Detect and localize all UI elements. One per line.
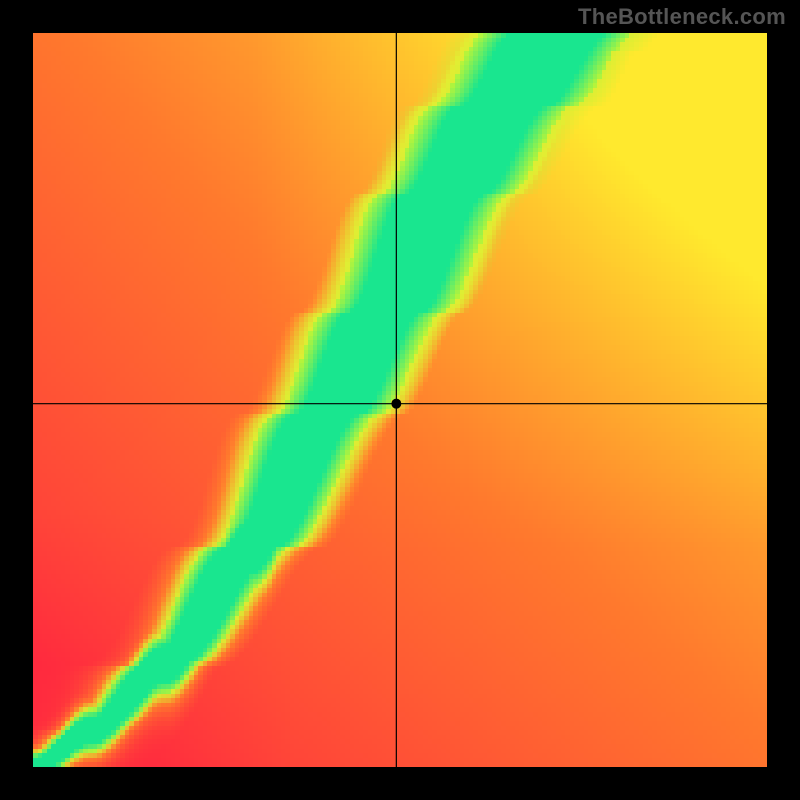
- watermark-text: TheBottleneck.com: [578, 4, 786, 30]
- chart-container: TheBottleneck.com: [0, 0, 800, 800]
- heatmap-canvas: [33, 33, 767, 767]
